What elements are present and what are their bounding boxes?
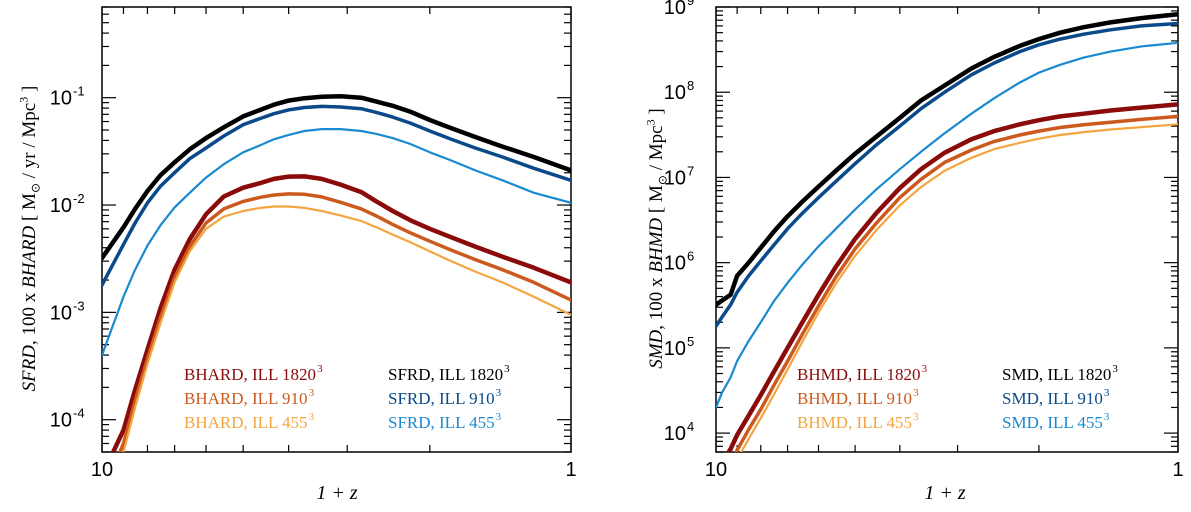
legend-entry: BHMD, ILL 910 [797, 389, 912, 408]
series-line [716, 41, 1178, 409]
series-group [102, 94, 571, 452]
series-line [726, 102, 1178, 452]
plot-frame [101, 6, 572, 453]
legend-entry-exponent: 3 [922, 363, 928, 375]
legend-entry: BHARD, ILL 910 [184, 389, 308, 408]
smd-y-axis-label: SMD, 100 x BHMD [ M⊙ / Mpc3 ] [643, 108, 670, 369]
legend-entry-exponent: 3 [1104, 387, 1110, 399]
legend-entry-exponent: 3 [913, 411, 919, 423]
legend-entry-exponent: 3 [496, 387, 502, 399]
legend-entry-exponent: 3 [309, 387, 315, 399]
x-tick-label: 10 [705, 459, 727, 481]
series-group [716, 12, 1178, 452]
y-tick-label: 10 [50, 195, 72, 217]
y-tick-label: 10 [664, 253, 686, 275]
y-tick-label-exponent: 4 [687, 419, 694, 434]
legend-entry-exponent: 3 [913, 387, 919, 399]
y-tick-label: 10 [664, 167, 686, 189]
legend-entry: SMD, ILL 1820 [1002, 365, 1111, 384]
legend-entry: BHMD, ILL 455 [797, 413, 912, 432]
series-line [734, 114, 1178, 452]
sfrd-y-axis-label: SFRD, 100 x BHARD [ M⊙ / yr / Mpc3 ] [16, 85, 43, 392]
legend-entry: SMD, ILL 910 [1002, 389, 1103, 408]
legend-entry: BHMD, ILL 1820 [797, 365, 921, 384]
y-tick-label-exponent: 8 [687, 78, 694, 93]
legend-entry-exponent: 3 [1112, 363, 1118, 375]
y-tick-label-exponent: 5 [687, 334, 694, 349]
legend-entry: SFRD, ILL 455 [388, 413, 495, 432]
series-line [118, 192, 571, 452]
plot-frame [715, 6, 1179, 453]
y-tick-label: 10 [664, 423, 686, 445]
series-line [102, 104, 571, 287]
y-tick-label: 10 [664, 82, 686, 104]
legend-entry-exponent: 3 [1104, 411, 1110, 423]
y-tick-label: 10 [50, 410, 72, 432]
x-tick-label: 1 [1172, 459, 1183, 481]
legend-entry: SFRD, ILL 1820 [388, 365, 503, 384]
x-tick-label: 1 [565, 459, 576, 481]
series-line [110, 174, 571, 452]
series-line [716, 12, 1178, 308]
series-line [122, 205, 571, 452]
x-tick-label: 10 [91, 459, 113, 481]
sfrd-x-axis-label: 1 + z [316, 482, 358, 504]
legend-entry-exponent: 3 [309, 411, 315, 423]
smd-x-axis-label: 1 + z [924, 482, 966, 504]
y-tick-label-exponent: -3 [73, 298, 85, 313]
y-tick-label: 10 [664, 338, 686, 360]
series-line [716, 21, 1178, 328]
legend-entry-exponent: 3 [504, 363, 510, 375]
legend-entry: BHARD, ILL 455 [184, 413, 308, 432]
series-line [102, 128, 571, 357]
legend-entry: SMD, ILL 455 [1002, 413, 1103, 432]
y-tick-label-exponent: -1 [73, 84, 85, 99]
legend-entry: BHARD, ILL 1820 [184, 365, 316, 384]
y-tick-label-exponent: -4 [73, 406, 85, 421]
y-tick-label-exponent: 7 [687, 163, 694, 178]
legend-entry-exponent: 3 [317, 363, 323, 375]
y-tick-label: 10 [664, 0, 686, 19]
y-tick-label: 10 [50, 88, 72, 110]
y-tick-label-exponent: 9 [687, 0, 694, 8]
y-tick-label: 10 [50, 302, 72, 324]
legend-entry: SFRD, ILL 910 [388, 389, 495, 408]
series-line [740, 123, 1178, 452]
series-line [102, 94, 571, 261]
y-tick-label-exponent: 6 [687, 249, 694, 264]
y-tick-label-exponent: -2 [73, 191, 85, 206]
legend-entry-exponent: 3 [496, 411, 502, 423]
